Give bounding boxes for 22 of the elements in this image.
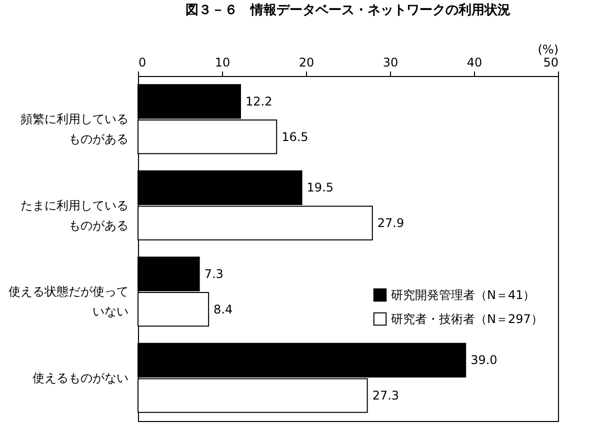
data-label: 19.5 [306, 180, 334, 195]
data-label: 16.5 [282, 130, 308, 144]
x-tick-label: 30 [382, 56, 398, 70]
x-tick-label: 40 [466, 56, 482, 70]
data-label: 39.0 [470, 353, 498, 368]
data-label: 12.2 [245, 94, 272, 108]
x-tick-label: 10 [214, 56, 230, 70]
data-label: 27.9 [377, 216, 404, 230]
x-axis-title: (%) [538, 42, 558, 56]
data-label: 8.4 [214, 302, 233, 316]
x-tick-label: 50 [543, 56, 558, 70]
data-label: 27.3 [372, 388, 400, 403]
chart-title: 図３－６ 情報データベース・ネットワークの利用状況 [186, 2, 510, 18]
y-tick-label: 使えるものがない [32, 370, 128, 385]
y-tick-label: たまに利用しているものがある [20, 198, 128, 232]
legend-label: 研究開発管理者（N＝41） [391, 288, 536, 302]
legend-label: 研究者・技術者（N＝297） [391, 312, 543, 326]
y-tick-label: 頻繁に利用しているものがある [20, 112, 128, 146]
x-tick-label: 0 [138, 56, 146, 70]
data-label: 7.3 [204, 266, 224, 281]
y-tick-label: 使える状態だが使っていない [8, 284, 128, 319]
x-tick-label: 20 [298, 56, 314, 70]
